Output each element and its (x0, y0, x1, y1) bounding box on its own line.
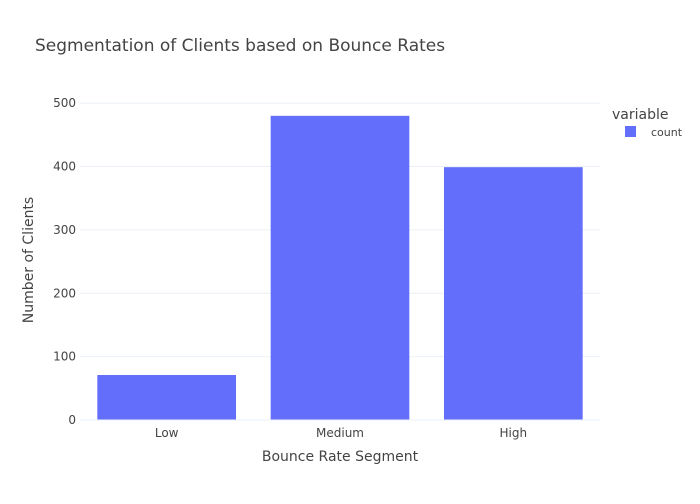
legend-swatch-count[interactable] (625, 126, 636, 137)
bars (97, 115, 583, 420)
x-tick-label-medium: Medium (316, 426, 364, 440)
x-tick-label-low: Low (155, 426, 179, 440)
legend: variable count (612, 107, 683, 139)
y-tick-label-200: 200 (53, 286, 76, 300)
bar-medium (270, 115, 410, 420)
bar-low (97, 375, 236, 420)
legend-label-count[interactable]: count (651, 126, 683, 139)
x-axis: Low Medium High (80, 419, 600, 440)
chart-title: Segmentation of Clients based on Bounce … (35, 36, 445, 56)
y-tick-label-0: 0 (68, 413, 76, 427)
x-axis-title: Bounce Rate Segment (262, 449, 419, 465)
y-tick-label-300: 300 (53, 223, 76, 237)
y-tick-label-100: 100 (53, 350, 76, 364)
bar-high (444, 167, 583, 420)
x-tick-label-high: High (500, 426, 528, 440)
y-tick-label-500: 500 (53, 96, 76, 110)
legend-title: variable (612, 107, 668, 123)
y-tick-label-400: 400 (53, 160, 76, 174)
y-axis-title: Number of Clients (21, 197, 37, 323)
y-axis: 0 100 200 300 400 500 (53, 96, 76, 427)
